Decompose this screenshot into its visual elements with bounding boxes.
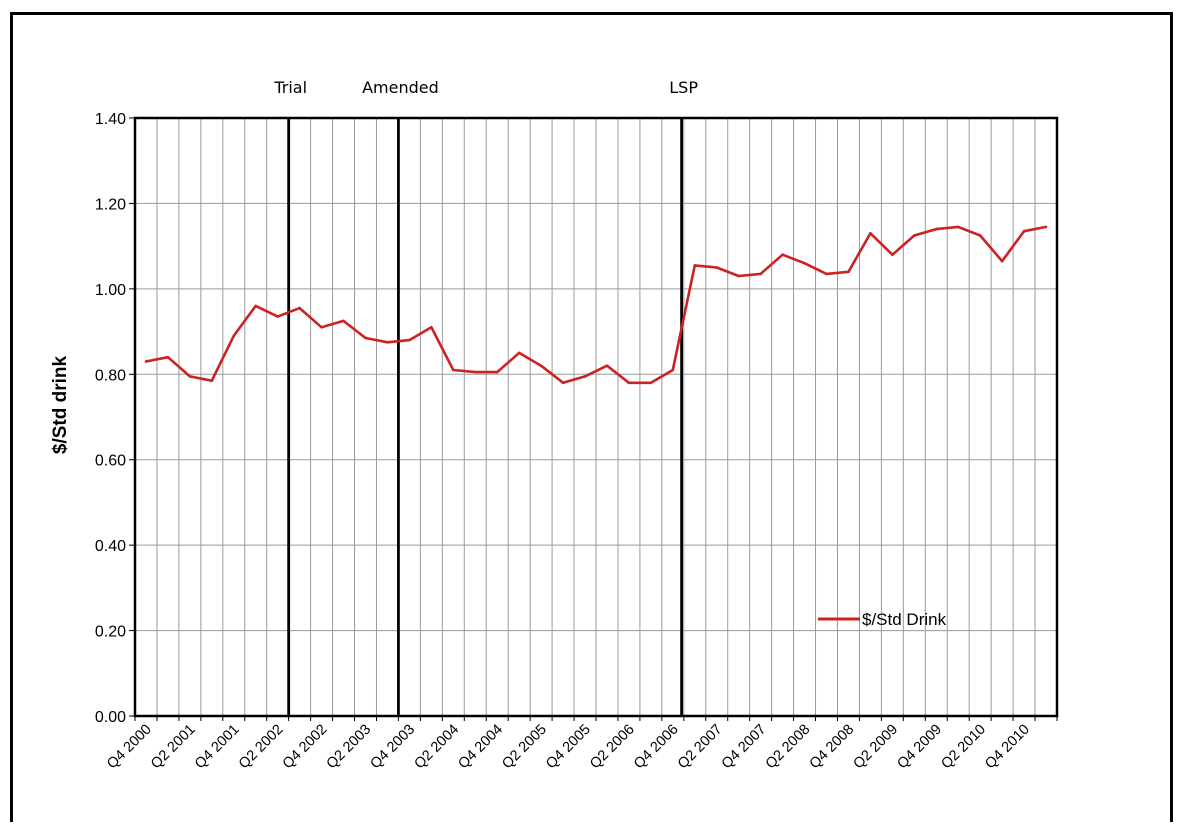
legend: $/Std Drink xyxy=(818,610,947,629)
data-point xyxy=(408,338,411,342)
data-point xyxy=(342,319,345,323)
data-point xyxy=(913,234,916,237)
y-axis-ticks: 0.00 0.20 0.40 0.60 0.80 1.00 1.20 1.40 xyxy=(95,111,135,726)
y-tick-label: 0.20 xyxy=(95,624,126,641)
data-point xyxy=(232,334,236,338)
x-tick-label: Q4 2000 xyxy=(104,722,155,773)
data-point xyxy=(891,253,894,256)
data-point xyxy=(473,370,477,374)
data-point xyxy=(869,232,872,235)
x-tick-label: Q4 2010 xyxy=(982,722,1033,773)
x-tick-label: Q4 2005 xyxy=(543,722,594,773)
data-point xyxy=(210,379,214,382)
data-point xyxy=(539,364,543,368)
series-layer xyxy=(144,225,1048,385)
x-tick-label: Q2 2008 xyxy=(763,722,814,773)
x-tick-label: Q4 2007 xyxy=(719,722,770,773)
x-tick-label: Q2 2005 xyxy=(499,722,550,773)
data-point xyxy=(320,326,323,329)
y-tick-label: 1.00 xyxy=(95,282,126,299)
data-point xyxy=(715,266,719,269)
data-point xyxy=(847,270,850,274)
x-tick-label: Q2 2007 xyxy=(675,722,726,773)
data-point xyxy=(364,336,367,340)
data-point xyxy=(144,360,148,363)
data-point xyxy=(517,351,521,355)
data-point xyxy=(1022,229,1026,233)
data-point xyxy=(803,261,806,265)
y-tick-label: 0.60 xyxy=(95,453,126,470)
data-point xyxy=(386,340,389,344)
x-tick-label: Q4 2009 xyxy=(894,722,945,773)
y-axis-label: $/Std drink xyxy=(50,355,71,454)
data-point xyxy=(452,368,455,372)
x-tick-label: Q2 2003 xyxy=(324,722,375,773)
y-tick-label: 0.00 xyxy=(95,709,126,726)
data-point xyxy=(254,304,258,308)
y-tick-label: 1.20 xyxy=(95,196,126,213)
event-label: Trial xyxy=(273,78,307,97)
x-tick-label: Q2 2004 xyxy=(411,722,462,773)
x-tick-label: Q4 2006 xyxy=(631,722,682,773)
data-point xyxy=(737,274,740,278)
data-point xyxy=(1000,259,1004,263)
data-point xyxy=(298,306,301,310)
data-point xyxy=(583,375,587,378)
x-tick-label: Q2 2001 xyxy=(148,722,199,773)
chart-frame xyxy=(10,12,1173,822)
data-point xyxy=(188,375,192,378)
data-point xyxy=(561,381,565,385)
x-tick-label: Q2 2002 xyxy=(236,722,287,773)
x-tick-label: Q4 2002 xyxy=(280,722,331,773)
data-point xyxy=(276,315,279,318)
data-point xyxy=(649,381,653,385)
legend-label: $/Std Drink xyxy=(862,610,947,629)
x-tick-label: Q2 2006 xyxy=(587,722,638,773)
x-tick-label: Q4 2004 xyxy=(455,722,506,773)
data-point xyxy=(495,370,499,374)
data-point xyxy=(605,364,609,368)
x-tick-label: Q2 2009 xyxy=(851,722,902,773)
y-tick-label: 1.40 xyxy=(95,111,126,128)
data-point xyxy=(1044,225,1048,229)
data-point xyxy=(671,368,675,372)
data-point xyxy=(627,381,631,385)
data-point xyxy=(781,253,784,256)
event-label: LSP xyxy=(669,78,698,97)
series-line xyxy=(145,225,1047,385)
data-point xyxy=(956,225,960,229)
event-label: Amended xyxy=(362,78,439,97)
data-point xyxy=(430,326,433,329)
data-point xyxy=(978,234,982,237)
y-tick-label: 0.80 xyxy=(95,367,126,384)
data-point xyxy=(825,272,828,276)
data-point xyxy=(759,272,762,276)
data-point xyxy=(166,355,170,359)
x-tick-label: Q4 2003 xyxy=(368,722,419,773)
grid-lines xyxy=(135,117,1057,717)
data-point xyxy=(693,264,697,267)
x-tick-label: Q4 2001 xyxy=(192,722,243,773)
x-tick-label: Q2 2010 xyxy=(938,722,989,773)
y-tick-label: 0.40 xyxy=(95,538,126,555)
data-point xyxy=(934,227,938,231)
event-lines: Trial Amended LSP xyxy=(273,78,698,716)
x-tick-label: Q4 2008 xyxy=(807,722,858,773)
